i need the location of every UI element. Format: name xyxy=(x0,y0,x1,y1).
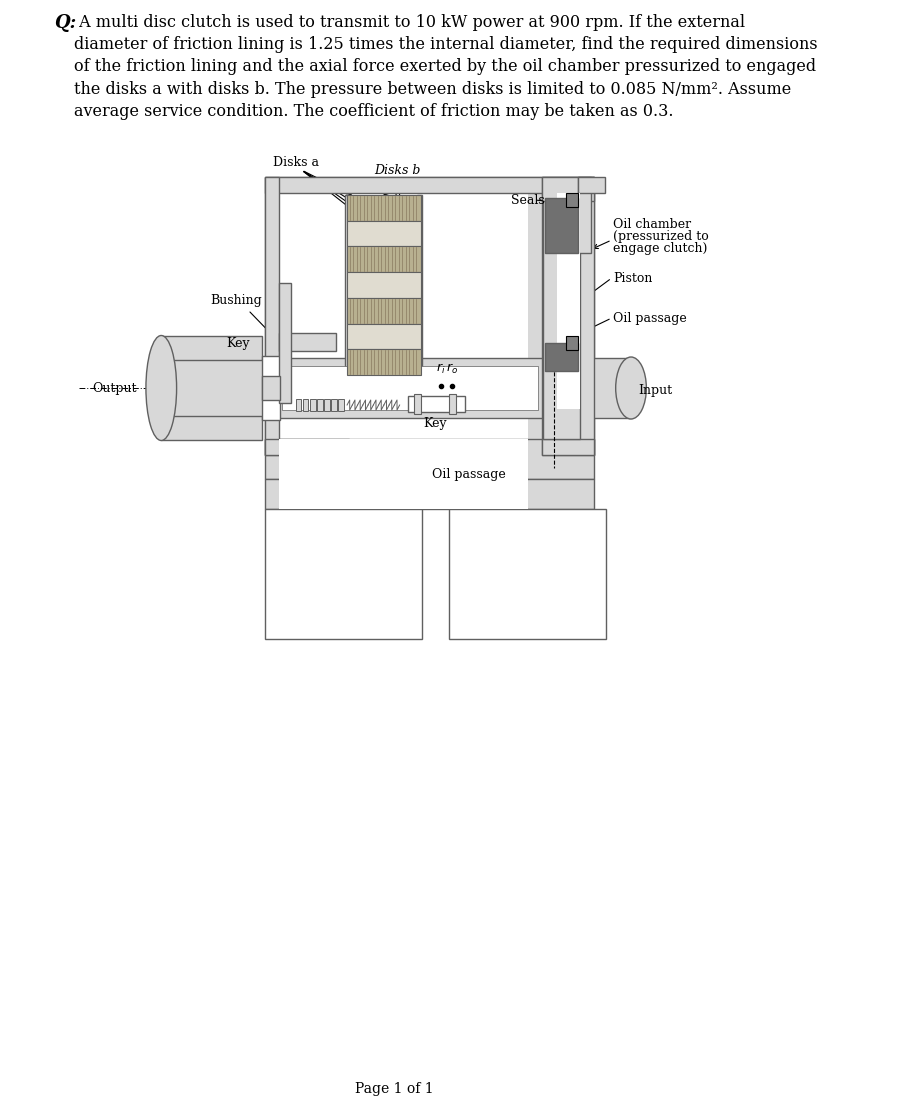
Bar xyxy=(265,439,594,479)
Bar xyxy=(542,177,594,201)
Text: A multi disc clutch is used to transmit to 10 kW power at 900 rpm. If the extern: A multi disc clutch is used to transmit … xyxy=(74,14,817,120)
Bar xyxy=(545,343,579,371)
Bar xyxy=(265,177,594,455)
Bar xyxy=(346,195,351,375)
Text: Bushing: Bushing xyxy=(211,293,263,306)
Bar xyxy=(279,358,542,418)
Text: Input: Input xyxy=(638,383,672,397)
Bar xyxy=(310,399,316,411)
Bar xyxy=(303,399,309,411)
Bar xyxy=(347,221,420,246)
Bar xyxy=(279,333,336,351)
Text: Key: Key xyxy=(227,336,250,350)
Text: Q:: Q: xyxy=(54,14,76,32)
Ellipse shape xyxy=(146,335,176,440)
Bar xyxy=(347,350,420,375)
Bar xyxy=(161,336,262,440)
Bar xyxy=(545,198,579,253)
Bar xyxy=(279,439,527,479)
Bar xyxy=(408,395,464,412)
Bar xyxy=(449,394,455,414)
Bar xyxy=(265,177,279,455)
Text: $r_i$: $r_i$ xyxy=(436,362,446,377)
Text: Oil chamber: Oil chamber xyxy=(614,218,691,231)
Bar xyxy=(347,195,420,221)
Bar xyxy=(347,377,420,395)
Bar xyxy=(262,377,280,400)
Text: Piston: Piston xyxy=(614,272,652,284)
Bar xyxy=(579,177,605,193)
Bar xyxy=(566,336,579,350)
Bar xyxy=(262,356,280,420)
Ellipse shape xyxy=(616,356,646,419)
Bar xyxy=(324,399,329,411)
Bar xyxy=(331,399,337,411)
Bar xyxy=(283,367,538,410)
Text: Key: Key xyxy=(424,417,447,430)
Bar xyxy=(557,193,580,409)
Bar xyxy=(418,195,422,375)
Bar xyxy=(542,358,631,418)
Text: Page 1 of 1: Page 1 of 1 xyxy=(356,1082,434,1096)
Bar xyxy=(544,193,580,439)
Bar xyxy=(338,399,344,411)
Text: Oil passage: Oil passage xyxy=(614,312,688,324)
Text: Seals: Seals xyxy=(511,194,544,206)
Bar xyxy=(347,272,420,297)
Bar xyxy=(542,439,594,455)
Bar xyxy=(555,201,580,221)
Text: Oil passage: Oil passage xyxy=(432,468,506,481)
Bar xyxy=(347,246,420,272)
Bar xyxy=(542,177,594,455)
Bar xyxy=(296,399,302,411)
Bar xyxy=(265,439,349,455)
Bar xyxy=(414,394,420,414)
Bar xyxy=(279,479,527,509)
Bar xyxy=(265,479,594,509)
Bar xyxy=(347,323,420,350)
Bar xyxy=(161,360,389,416)
Text: engage clutch): engage clutch) xyxy=(614,242,708,255)
Text: Disks a: Disks a xyxy=(274,156,319,168)
Text: Disks b: Disks b xyxy=(374,164,420,176)
Bar xyxy=(449,509,607,639)
Bar xyxy=(265,177,594,193)
Bar xyxy=(566,193,579,207)
Text: Output: Output xyxy=(93,381,137,394)
Bar xyxy=(347,297,420,323)
Text: (pressurized to: (pressurized to xyxy=(614,229,709,243)
Bar xyxy=(265,509,422,639)
Bar xyxy=(579,177,590,253)
Bar xyxy=(279,193,527,455)
Bar xyxy=(318,399,322,411)
Bar xyxy=(279,283,291,403)
Text: $r_o$: $r_o$ xyxy=(446,362,458,377)
